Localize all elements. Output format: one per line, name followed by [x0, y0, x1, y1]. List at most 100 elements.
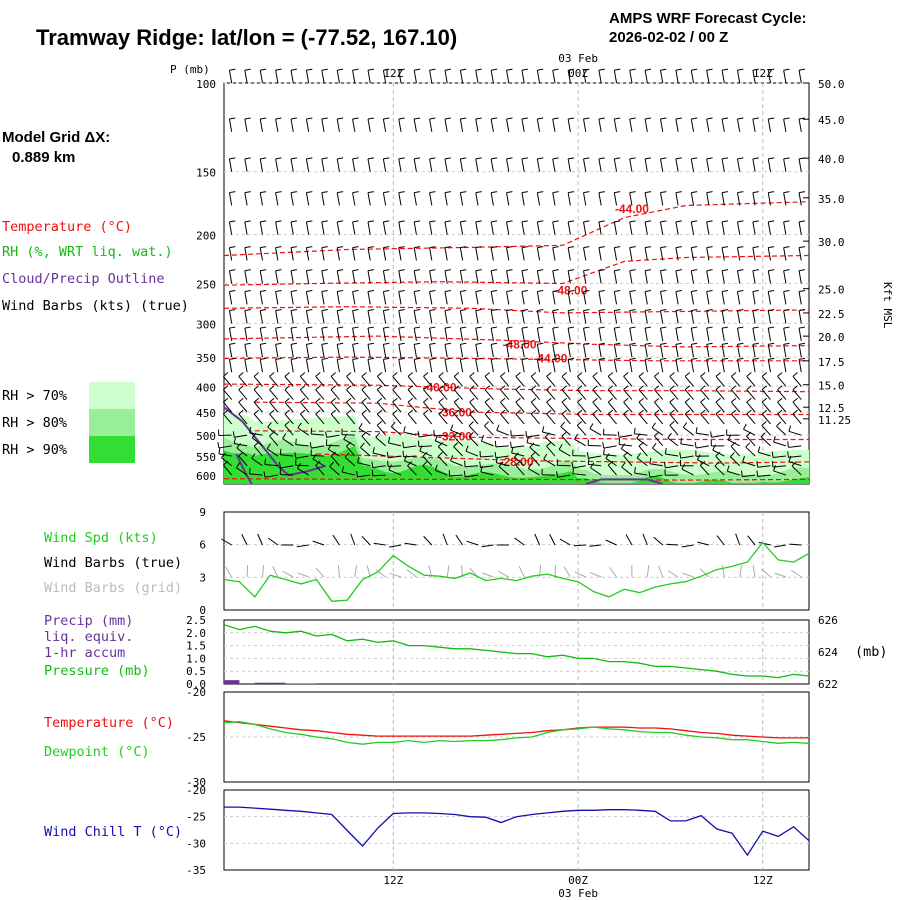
wind-barb-flag — [414, 269, 421, 272]
wind-tick-label: 3 — [199, 571, 206, 584]
wind-barb-flag — [414, 326, 421, 329]
wind-barb-flag — [675, 326, 682, 329]
wind-barb — [660, 247, 664, 261]
wind-barb — [382, 359, 387, 373]
wind-barb-flag — [238, 385, 244, 391]
wind-barb — [528, 468, 540, 476]
wind-barb-flag — [568, 290, 575, 293]
temperature-line — [223, 720, 809, 739]
wind-barb — [506, 70, 510, 84]
wind-barb-flag — [383, 342, 390, 345]
precip-bar — [254, 682, 271, 684]
wind-barb-flag — [760, 432, 766, 438]
wind-barb-flag — [737, 68, 744, 71]
wind-barb — [592, 401, 602, 413]
wind-barb — [521, 344, 525, 358]
wind-barb-flag — [475, 342, 482, 345]
wind-barb-grid — [682, 572, 694, 578]
wind-barb-flag — [577, 385, 583, 391]
wind-barb-grid — [563, 566, 571, 578]
wind-barb-flag — [429, 290, 436, 293]
wind-barb-flag — [556, 471, 559, 478]
wind-barb-true — [642, 533, 648, 546]
wind-barb — [253, 389, 263, 400]
wind-barb-grid — [761, 568, 771, 578]
wind-barb-flag — [315, 409, 321, 415]
wind-barb — [469, 401, 479, 413]
wind-barb-flag — [669, 372, 675, 377]
wind-barb-flag — [491, 117, 498, 120]
wind-barb — [552, 118, 556, 132]
wind-barb — [638, 389, 648, 400]
wind-barb-flag — [752, 269, 759, 272]
wind-barb-true — [589, 544, 602, 547]
wind-barb — [746, 413, 756, 425]
wind-barb — [761, 389, 771, 400]
wind-barb — [690, 221, 695, 235]
wind-barb — [598, 359, 602, 373]
wind-barb — [660, 192, 664, 206]
wind-barb-flag — [537, 309, 544, 312]
wind-barb-flag — [521, 220, 528, 223]
wind-barb-flag — [337, 357, 344, 360]
wind-barb-flag — [715, 385, 721, 391]
wind-barb — [757, 465, 771, 468]
wind-barb — [644, 247, 648, 261]
wind-barb — [315, 401, 325, 413]
wind-barb — [681, 468, 694, 476]
wind-barb — [403, 445, 417, 449]
wind-barb-flag — [453, 385, 460, 391]
wind-barb — [583, 344, 587, 358]
wind-barb-flag — [392, 372, 398, 377]
wind-barb — [481, 440, 494, 447]
wind-barb — [743, 428, 756, 436]
wind-barb — [418, 445, 432, 448]
wind-barb — [706, 118, 710, 132]
wind-barb — [736, 70, 741, 84]
wind-barb — [629, 328, 633, 341]
wind-barb — [592, 376, 602, 387]
wind-barb-flag — [629, 191, 636, 194]
wind-barb-flag — [737, 342, 744, 345]
wind-barb-flag — [253, 441, 260, 447]
dewpoint-line — [223, 721, 810, 745]
wind-barb-flag — [269, 372, 275, 377]
wind-barb-flag — [515, 372, 521, 377]
wind-barb — [357, 462, 371, 467]
pressure-tick-label: 250 — [196, 279, 216, 292]
wind-barb-flag — [275, 326, 282, 329]
wind-barb — [236, 467, 248, 476]
wind-barb — [561, 435, 571, 447]
wind-barb — [352, 310, 356, 324]
wind-barb-flag — [414, 342, 421, 345]
wind-barb-flag — [543, 453, 548, 460]
wind-barb-flag — [269, 431, 275, 437]
wind-barb-flag — [511, 446, 514, 453]
wind-barb-true — [666, 543, 679, 546]
wind-barb — [388, 442, 402, 447]
wind-barb — [767, 344, 772, 358]
wind-barb-flag — [444, 117, 451, 120]
wind-barb — [736, 158, 741, 172]
precip-bar — [285, 683, 301, 684]
wind-barb — [690, 344, 695, 358]
wind-barb-flag — [660, 357, 667, 360]
wind-barb-flag — [429, 357, 436, 360]
wind-barb-flag — [691, 246, 698, 249]
wind-barb-flag — [583, 157, 590, 160]
wind-barb-flag — [660, 342, 667, 345]
legend-barbs-grid: Wind Barbs (grid) — [44, 580, 182, 596]
wind-barb-flag — [706, 309, 713, 312]
wind-barb — [330, 401, 340, 413]
wind-barb-flag — [367, 357, 374, 360]
wind-barb-flag — [244, 309, 251, 312]
wind-barb-flag — [367, 246, 374, 249]
wind-barb-flag — [358, 423, 363, 429]
wind-barb — [352, 118, 356, 132]
wind-barb — [275, 359, 279, 373]
pressure-tick-label: 350 — [196, 352, 216, 365]
wind-barb-flag — [629, 290, 636, 293]
wind-barb — [730, 376, 741, 387]
wind-barb-grid — [518, 565, 525, 578]
wind-barb-flag — [444, 191, 451, 194]
